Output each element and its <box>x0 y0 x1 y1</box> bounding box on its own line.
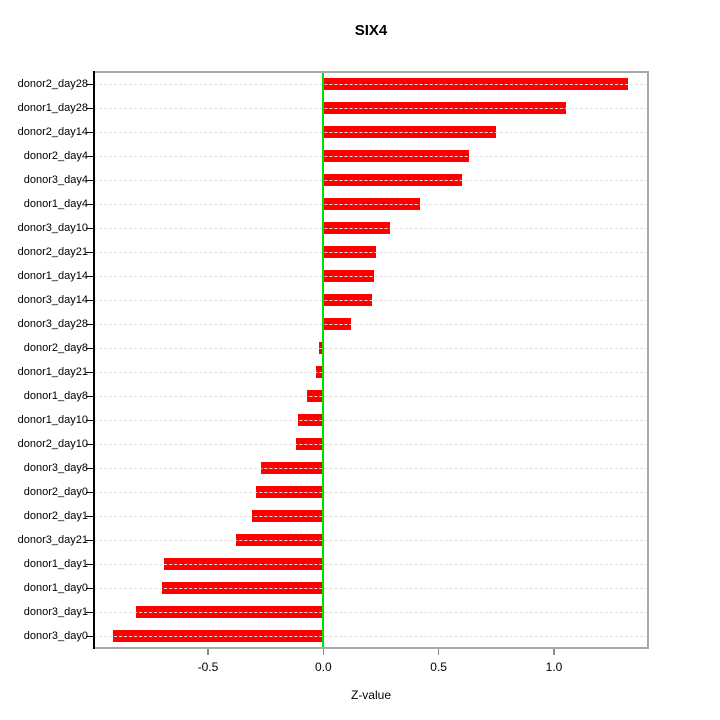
gridline-donor3_day21 <box>94 539 648 541</box>
gridline-donor2_day10 <box>94 443 648 445</box>
y-tick-donor1_day28 <box>86 107 93 109</box>
gridline-donor1_day0 <box>94 587 648 589</box>
y-label-donor2_day28: donor2_day28 <box>17 78 88 90</box>
gridline-donor2_day0 <box>94 491 648 493</box>
x-tick-0.0 <box>322 648 325 655</box>
y-tick-donor1_day10 <box>86 419 93 421</box>
y-tick-donor3_day4 <box>86 179 93 181</box>
gridline-donor3_day0 <box>94 635 648 637</box>
chart-title: SIX4 <box>354 22 388 39</box>
x-axis-label: Z-value <box>350 688 391 702</box>
y-tick-donor1_day0 <box>86 587 93 589</box>
y-label-donor3_day14: donor3_day14 <box>17 294 88 306</box>
y-tick-donor3_day14 <box>86 299 93 301</box>
y-label-donor2_day4: donor2_day4 <box>23 150 88 162</box>
y-tick-donor1_day14 <box>86 275 93 277</box>
gridline-donor2_day14 <box>94 131 648 133</box>
y-label-donor1_day28: donor1_day28 <box>17 102 88 114</box>
x-tick-label-0.5: 0.5 <box>430 660 447 674</box>
y-tick-donor3_day28 <box>86 323 93 325</box>
y-label-donor2_day10: donor2_day10 <box>17 438 88 450</box>
gridline-donor1_day10 <box>94 419 648 421</box>
y-tick-donor2_day4 <box>86 155 93 157</box>
gridline-donor3_day4 <box>94 179 648 181</box>
y-tick-donor3_day10 <box>86 227 93 229</box>
gridline-donor1_day8 <box>94 395 648 397</box>
y-label-donor1_day14: donor1_day14 <box>17 270 88 282</box>
y-tick-donor2_day0 <box>86 491 93 493</box>
gridline-donor1_day28 <box>94 107 648 109</box>
plot-box-right <box>647 71 649 649</box>
y-tick-donor3_day1 <box>86 611 93 613</box>
y-tick-donor3_day8 <box>86 467 93 469</box>
y-tick-donor2_day28 <box>86 83 93 85</box>
y-tick-donor1_day21 <box>86 371 93 373</box>
y-label-donor3_day4: donor3_day4 <box>23 174 88 186</box>
y-label-donor2_day0: donor2_day0 <box>23 486 88 498</box>
x-tick-label--0.5: -0.5 <box>197 660 219 674</box>
gridline-donor1_day1 <box>94 563 648 565</box>
y-tick-donor1_day4 <box>86 203 93 205</box>
y-tick-donor2_day1 <box>86 515 93 517</box>
y-axis-line <box>93 71 95 649</box>
y-label-donor3_day1: donor3_day1 <box>23 606 88 618</box>
y-tick-donor2_day14 <box>86 131 93 133</box>
gridline-donor1_day14 <box>94 275 648 277</box>
y-label-donor2_day21: donor2_day21 <box>17 246 88 258</box>
x-tick-0.5 <box>437 648 440 655</box>
y-tick-donor2_day21 <box>86 251 93 253</box>
x-tick-label-1.0: 1.0 <box>545 660 563 674</box>
gridline-donor3_day28 <box>94 323 648 325</box>
y-label-donor1_day10: donor1_day10 <box>17 414 88 426</box>
y-label-donor1_day8: donor1_day8 <box>23 390 88 402</box>
gridline-donor3_day14 <box>94 299 648 301</box>
y-label-donor1_day21: donor1_day21 <box>17 366 88 378</box>
y-tick-donor1_day8 <box>86 395 93 397</box>
y-tick-donor2_day8 <box>86 347 93 349</box>
y-label-donor3_day8: donor3_day8 <box>23 462 88 474</box>
y-tick-donor1_day1 <box>86 563 93 565</box>
y-tick-donor3_day21 <box>86 539 93 541</box>
y-label-donor3_day10: donor3_day10 <box>17 222 88 234</box>
x-tick--0.5 <box>207 648 209 655</box>
y-label-donor1_day4: donor1_day4 <box>23 198 88 210</box>
y-label-donor1_day0: donor1_day0 <box>23 582 88 594</box>
gridline-donor2_day4 <box>94 155 648 157</box>
y-label-donor2_day14: donor2_day14 <box>17 126 88 138</box>
plot-box-bottom <box>93 647 649 649</box>
gridline-donor1_day4 <box>94 203 648 205</box>
gridline-donor3_day8 <box>94 467 648 469</box>
gridline-donor3_day10 <box>94 227 648 229</box>
gridline-donor3_day1 <box>94 611 648 613</box>
y-label-donor2_day1: donor2_day1 <box>23 510 88 522</box>
y-tick-donor3_day0 <box>86 635 93 637</box>
x-tick-label-0.0: 0.0 <box>314 660 332 674</box>
gridline-donor2_day8 <box>94 347 648 349</box>
gridline-donor1_day21 <box>94 371 648 373</box>
gridline-donor2_day28 <box>94 83 648 85</box>
y-label-donor3_day28: donor3_day28 <box>17 318 88 330</box>
y-label-donor2_day8: donor2_day8 <box>23 342 88 354</box>
y-label-donor3_day0: donor3_day0 <box>23 630 88 642</box>
x-tick-1.0 <box>553 648 555 655</box>
gridline-donor2_day1 <box>94 515 648 517</box>
y-label-donor3_day21: donor3_day21 <box>17 534 88 546</box>
y-tick-donor2_day10 <box>86 443 93 445</box>
zero-reference-line <box>322 72 325 648</box>
plot-box-top <box>93 71 649 73</box>
gridline-donor2_day21 <box>94 251 648 253</box>
y-label-donor1_day1: donor1_day1 <box>23 558 88 570</box>
